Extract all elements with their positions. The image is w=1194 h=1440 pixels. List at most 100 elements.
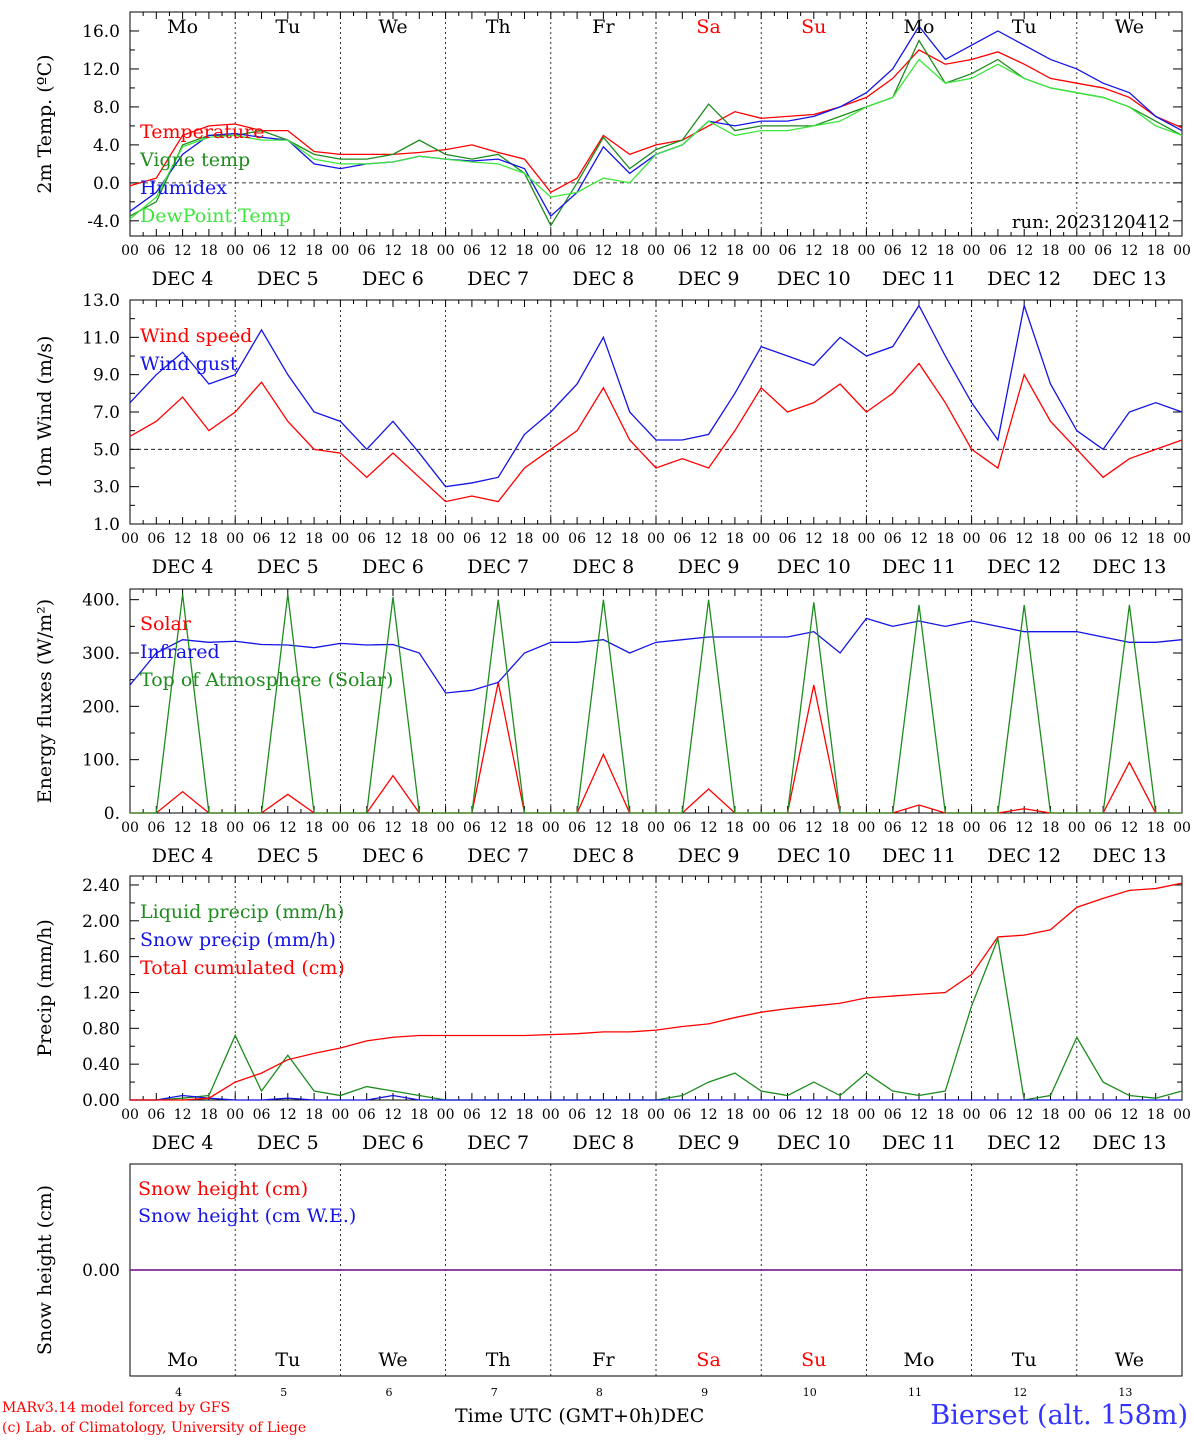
- y-tick-label: 13.0: [82, 291, 120, 311]
- date-label: DEC 12: [987, 845, 1061, 867]
- hour-tick-label: 12: [489, 820, 507, 836]
- y-tick-label: 0.40: [82, 1055, 120, 1075]
- hour-tick-label: 18: [516, 1107, 534, 1123]
- legend-entry: Wind speed: [140, 325, 252, 347]
- hour-tick-label: 06: [779, 1107, 797, 1123]
- date-label: DEC 13: [1092, 556, 1166, 578]
- hour-tick-label: 00: [963, 243, 981, 259]
- hour-tick-label: 12: [1015, 820, 1033, 836]
- hour-tick-label: 12: [910, 1107, 928, 1123]
- hour-tick-label: 06: [989, 1107, 1007, 1123]
- day-number-label: 7: [491, 1386, 498, 1399]
- hour-tick-label: 06: [358, 820, 376, 836]
- hour-tick-label: 18: [936, 243, 954, 259]
- date-label: DEC 9: [678, 268, 740, 290]
- weekday-label: We: [378, 1349, 407, 1371]
- hour-tick-label: 18: [621, 531, 639, 547]
- hour-tick-label: 18: [936, 531, 954, 547]
- hour-tick-label: 18: [1147, 820, 1165, 836]
- y-tick-label: 2.00: [82, 912, 120, 932]
- hour-tick-label: 12: [805, 820, 823, 836]
- hour-tick-label: 18: [410, 820, 428, 836]
- y-tick-label: 200.: [82, 697, 120, 717]
- hour-tick-label: 00: [857, 243, 875, 259]
- hour-tick-label: 12: [489, 531, 507, 547]
- x-axis-title: Time UTC (GMT+0h)DEC: [455, 1405, 704, 1427]
- y-tick-label: 7.0: [93, 403, 120, 423]
- hour-tick-label: 00: [121, 531, 139, 547]
- y-axis-label: 2m Temp. (ºC): [34, 54, 56, 193]
- hour-tick-label: 00: [331, 820, 349, 836]
- date-label: DEC 5: [257, 268, 319, 290]
- day-number-label: 8: [596, 1386, 603, 1399]
- hour-tick-label: 18: [621, 1107, 639, 1123]
- meteogram-chart: 16.0 12.0 8.0 4.0 0.0 -4.0 2m Temp. (ºC) Temper…: [34, 11, 1191, 1399]
- y-tick-label: 300.: [82, 644, 120, 664]
- station-name: Bierset (alt. 158m): [930, 1400, 1188, 1431]
- hour-tick-label: 18: [516, 820, 534, 836]
- hour-tick-label: 00: [437, 820, 455, 836]
- date-label: DEC 12: [987, 268, 1061, 290]
- hour-tick-label: 00: [1173, 820, 1191, 836]
- hour-tick-label: 00: [121, 243, 139, 259]
- day-number-label: 12: [1013, 1386, 1027, 1399]
- hour-tick-label: 06: [253, 531, 271, 547]
- hour-tick-label: 00: [752, 1107, 770, 1123]
- weekday-label: Mo: [167, 16, 198, 38]
- date-label: DEC 7: [467, 268, 529, 290]
- date-label: DEC 9: [678, 556, 740, 578]
- hour-tick-label: 12: [279, 820, 297, 836]
- y-tick-label: 11.0: [82, 328, 120, 348]
- x-axis-label: Time UTC (GMT+0h): [455, 1405, 661, 1427]
- hour-tick-label: 00: [1173, 1107, 1191, 1123]
- y-tick-label: 16.0: [82, 22, 120, 42]
- hour-tick-label: 18: [516, 531, 534, 547]
- date-label: DEC 4: [152, 268, 214, 290]
- hour-tick-label: 00: [226, 1107, 244, 1123]
- hour-tick-label: 00: [331, 1107, 349, 1123]
- day-number-label: 11: [908, 1386, 922, 1399]
- hour-tick-label: 06: [463, 243, 481, 259]
- hour-tick-label: 06: [568, 531, 586, 547]
- hour-tick-label: 06: [884, 1107, 902, 1123]
- hour-tick-label: 00: [121, 1107, 139, 1123]
- series-line: [129, 58, 1183, 220]
- hour-tick-label: 00: [1173, 531, 1191, 547]
- hour-tick-label: 12: [279, 1107, 297, 1123]
- hour-tick-label: 18: [200, 1107, 218, 1123]
- hour-tick-label: 06: [463, 531, 481, 547]
- hour-tick-label: 00: [1068, 1107, 1086, 1123]
- hour-tick-label: 00: [542, 820, 560, 836]
- series-line: [130, 682, 1182, 814]
- hour-tick-label: 06: [253, 243, 271, 259]
- hour-tick-label: 18: [726, 820, 744, 836]
- date-label: DEC 12: [987, 1132, 1061, 1154]
- date-label: DEC 11: [882, 1132, 956, 1154]
- hour-tick-label: 06: [463, 820, 481, 836]
- hour-tick-label: 18: [1147, 1107, 1165, 1123]
- hour-tick-label: 06: [463, 1107, 481, 1123]
- hour-tick-label: 12: [700, 531, 718, 547]
- hour-tick-label: 12: [910, 531, 928, 547]
- hour-tick-label: 18: [621, 243, 639, 259]
- hour-tick-label: 18: [1042, 820, 1060, 836]
- hour-tick-label: 06: [673, 1107, 691, 1123]
- day-number-label: 5: [280, 1386, 287, 1399]
- hour-tick-label: 12: [279, 531, 297, 547]
- hour-tick-label: 06: [147, 531, 165, 547]
- hour-tick-label: 12: [174, 243, 192, 259]
- weekday-label: We: [1115, 1349, 1144, 1371]
- y-tick-label: 2.40: [82, 876, 120, 896]
- date-label: DEC 9: [678, 845, 740, 867]
- hour-tick-label: 06: [989, 243, 1007, 259]
- y-tick-label: 5.0: [93, 440, 120, 460]
- hour-tick-label: 18: [305, 531, 323, 547]
- hour-tick-label: 06: [568, 820, 586, 836]
- hour-tick-label: 12: [1015, 1107, 1033, 1123]
- legend-entry: Snow height (cm W.E.): [138, 1205, 356, 1227]
- legend-entry: Snow precip (mm/h): [140, 929, 336, 951]
- hour-tick-label: 06: [884, 243, 902, 259]
- hour-tick-label: 12: [174, 531, 192, 547]
- hour-tick-label: 00: [647, 531, 665, 547]
- hour-tick-label: 12: [594, 531, 612, 547]
